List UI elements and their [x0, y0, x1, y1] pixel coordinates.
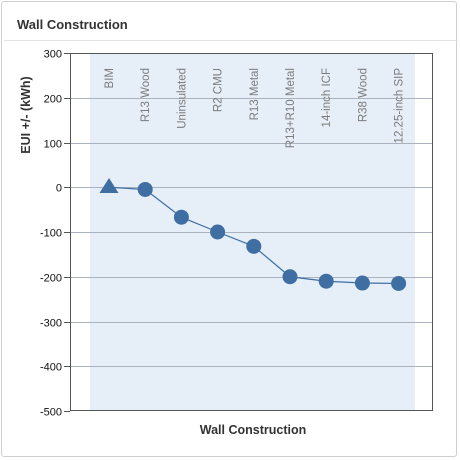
- data-point: [282, 269, 298, 285]
- y-axis-ticks: 300 200 100 0 -100 -200 -300 -400 -500: [40, 49, 70, 419]
- category-label: BIM: [104, 68, 116, 88]
- series-points: [99, 177, 407, 291]
- y-tick-label: -400: [40, 362, 62, 374]
- category-label: 12.25-inch SIP: [394, 68, 406, 144]
- y-tick-label: 200: [44, 94, 62, 106]
- y-tick-label: -100: [40, 228, 62, 240]
- x-axis-title: Wall Construction: [200, 423, 306, 437]
- chart-title: Wall Construction: [17, 17, 128, 32]
- category-label: R38 Wood: [357, 68, 369, 122]
- data-point: [318, 273, 334, 289]
- y-tick-label: -300: [40, 318, 62, 330]
- y-tick-label: -200: [40, 273, 62, 285]
- category-labels: BIM R13 Wood Uninsulated R2 CMU R13 Metal R13…: [104, 68, 406, 149]
- data-point: [173, 209, 189, 225]
- category-label: Uninsulated: [176, 68, 188, 129]
- category-label: R13+R10 Metal: [285, 68, 297, 148]
- y-axis-title: EUI +/- (kWh): [19, 76, 33, 153]
- title-divider: [4, 40, 458, 41]
- gridlines: [70, 98, 433, 367]
- data-point: [246, 238, 262, 254]
- category-label: 14-inch ICF: [321, 68, 333, 127]
- data-point-triangle: [99, 177, 119, 193]
- category-label: R2 CMU: [213, 68, 225, 112]
- data-point: [210, 224, 226, 240]
- category-label: R13 Metal: [249, 68, 261, 120]
- y-tick-label: 100: [44, 139, 62, 151]
- data-point: [137, 181, 153, 197]
- y-tick-label: 0: [56, 183, 62, 195]
- y-tick-label: -500: [40, 407, 62, 419]
- y-tick-label: 300: [44, 49, 62, 61]
- plot-frame: [70, 53, 433, 411]
- data-point: [354, 275, 370, 291]
- data-point: [391, 275, 407, 291]
- category-label: R13 Wood: [140, 68, 152, 122]
